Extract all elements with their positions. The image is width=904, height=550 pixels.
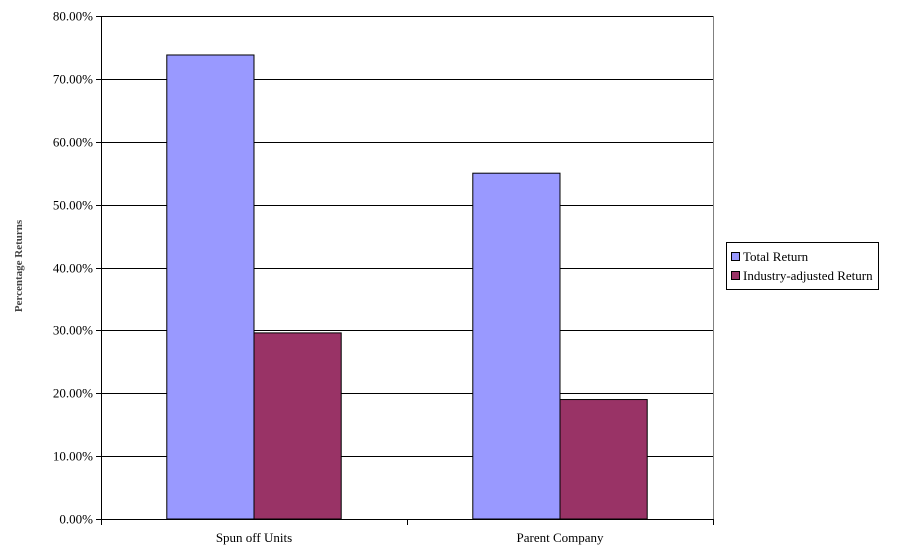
- x-tick-label: Spun off Units: [216, 530, 292, 545]
- y-tick-label: 40.00%: [53, 261, 93, 276]
- bars: [166, 54, 648, 520]
- y-tick-label: 70.00%: [53, 72, 93, 87]
- y-tick-label: 30.00%: [53, 323, 93, 338]
- y-tick-label: 20.00%: [53, 386, 93, 401]
- y-tick-label: 10.00%: [53, 449, 93, 464]
- y-tick-labels: 0.00% 10.00% 20.00% 30.00% 40.00% 50.00% 60.00…: [53, 9, 93, 527]
- axes: [96, 16, 714, 525]
- x-tick-labels: Spun off Units Parent Company: [216, 530, 604, 545]
- y-tick-label: 80.00%: [53, 9, 93, 24]
- legend-item-industry-adjusted-return: Industry-adjusted Return: [731, 266, 873, 285]
- y-tick-label: 50.00%: [53, 198, 93, 213]
- y-axis-label: Percentage Returns: [13, 219, 25, 312]
- y-tick-label: 60.00%: [53, 135, 93, 150]
- bar-total-return-2: [472, 172, 561, 520]
- bar-total-return-1: [166, 54, 255, 520]
- legend-label-industry-adjusted-return: Industry-adjusted Return: [743, 267, 873, 283]
- legend-item-total-return: Total Return: [731, 247, 873, 266]
- bar-industry-adjusted-return-2: [559, 399, 648, 520]
- bar-industry-adjusted-return-1: [253, 332, 342, 520]
- legend-label-total-return: Total Return: [743, 248, 809, 264]
- x-tick-label: Parent Company: [516, 530, 604, 545]
- legend-swatch-industry-adjusted-return: [731, 271, 740, 280]
- legend: Total Return Industry-adjusted Return: [726, 242, 879, 290]
- y-tick-label: 0.00%: [59, 512, 93, 527]
- legend-swatch-total-return: [731, 252, 740, 261]
